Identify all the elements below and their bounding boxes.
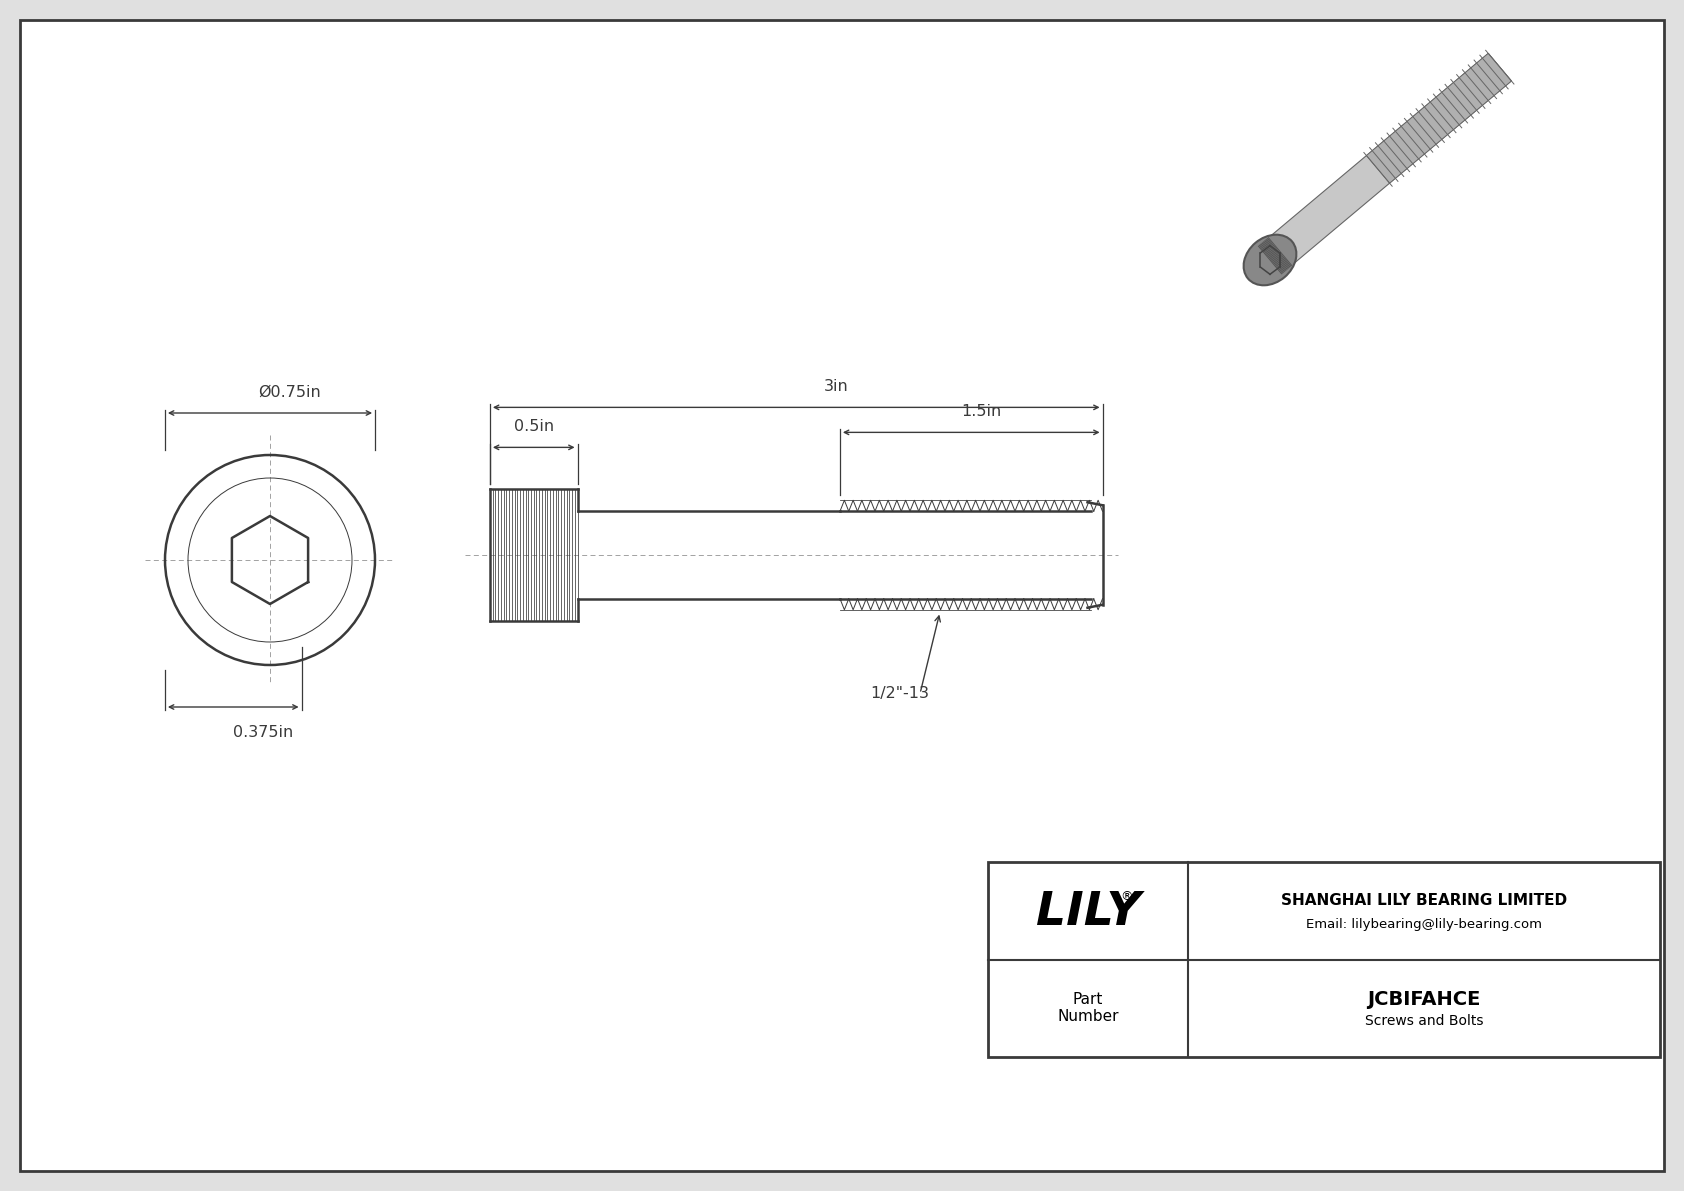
Text: 0.5in: 0.5in [514,419,554,435]
Text: LILY: LILY [1036,890,1140,935]
Polygon shape [1366,54,1511,183]
Text: Ø0.75in: Ø0.75in [259,385,322,400]
Polygon shape [1258,238,1292,274]
Text: Screws and Bolts: Screws and Bolts [1364,1015,1484,1028]
Text: SHANGHAI LILY BEARING LIMITED: SHANGHAI LILY BEARING LIMITED [1282,893,1568,909]
Text: JCBIFAHCE: JCBIFAHCE [1367,990,1480,1009]
Text: Email: lilybearing@lily-bearing.com: Email: lilybearing@lily-bearing.com [1307,918,1543,931]
Polygon shape [1258,54,1511,274]
Ellipse shape [1243,235,1297,286]
Text: Part
Number: Part Number [1058,992,1118,1024]
Text: 1.5in: 1.5in [962,405,1002,419]
Text: 3in: 3in [823,380,849,394]
Text: ®: ® [1120,890,1132,903]
Text: 1/2"-13: 1/2"-13 [871,686,930,701]
Text: 0.375in: 0.375in [232,725,293,740]
Bar [989,862,1660,1056]
